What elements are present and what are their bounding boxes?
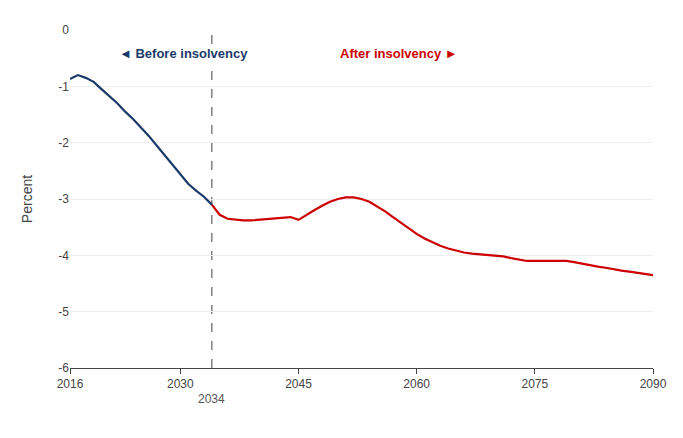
svg-text:2030: 2030 (167, 377, 194, 391)
svg-text:2090: 2090 (640, 377, 667, 391)
svg-text:-2: -2 (58, 136, 69, 150)
svg-text:◄ Before insolvency: ◄ Before insolvency (119, 46, 248, 61)
svg-text:After insolvency ►: After insolvency ► (340, 46, 458, 61)
svg-text:2034: 2034 (198, 392, 225, 406)
svg-text:-5: -5 (58, 305, 69, 319)
svg-text:2016: 2016 (57, 377, 84, 391)
svg-text:-4: -4 (58, 249, 69, 263)
svg-text:0: 0 (62, 23, 69, 37)
svg-text:2060: 2060 (403, 377, 430, 391)
svg-text:-3: -3 (58, 192, 69, 206)
svg-text:Percent: Percent (19, 175, 35, 223)
svg-text:2045: 2045 (285, 377, 312, 391)
svg-text:2075: 2075 (521, 377, 548, 391)
svg-text:-6: -6 (58, 361, 69, 375)
svg-text:-1: -1 (58, 80, 69, 94)
